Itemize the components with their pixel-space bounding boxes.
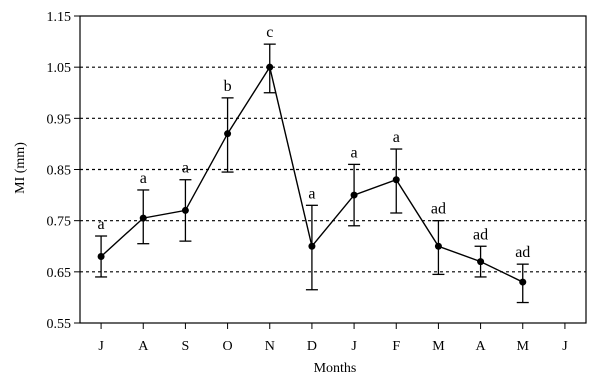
significance-labels: a a a b c a a a ad ad ad (98, 24, 531, 261)
y-tick-label: 1.15 (47, 10, 72, 25)
significance-label: a (351, 144, 358, 161)
x-tick-label: J (98, 339, 104, 354)
x-tick-label: A (138, 339, 149, 354)
data-point (97, 252, 105, 260)
y-tick-label: 0.95 (47, 112, 72, 127)
x-tick-label: O (223, 339, 233, 354)
data-point (181, 206, 189, 214)
error-bars (95, 43, 529, 304)
y-tick-label: 0.55 (47, 317, 72, 332)
significance-label: a (140, 170, 147, 187)
data-point (308, 242, 316, 250)
x-tick-label: D (307, 339, 317, 354)
y-tick-label: 0.85 (47, 164, 72, 179)
x-tick-label: N (265, 339, 275, 354)
x-tick-label: S (182, 339, 190, 354)
significance-label: a (182, 160, 189, 177)
grid-lines (80, 66, 586, 273)
x-tick-label: A (476, 339, 487, 354)
x-tick-label: M (432, 339, 445, 354)
significance-label: c (266, 24, 273, 41)
significance-label: ad (515, 244, 530, 261)
data-point (434, 242, 442, 250)
y-axis-label: MI (mm) (13, 142, 28, 194)
data-point (224, 130, 232, 138)
y-tick-label: 0.75 (47, 215, 72, 230)
x-axis-label: Months (314, 361, 357, 376)
significance-label: a (393, 129, 400, 146)
significance-label: a (98, 216, 105, 233)
data-point (477, 258, 485, 266)
data-point (519, 278, 527, 286)
x-tick-label: J (562, 339, 568, 354)
significance-label: ad (473, 226, 488, 243)
data-point (350, 191, 358, 199)
y-tick-label: 1.05 (47, 61, 72, 76)
significance-label: ad (431, 201, 446, 218)
significance-label: b (224, 78, 232, 95)
data-series (97, 63, 527, 286)
x-tick-label: F (392, 339, 400, 354)
y-tick-label: 0.65 (47, 266, 72, 281)
data-point (266, 63, 274, 71)
significance-label: a (308, 185, 315, 202)
y-axis-ticks: 0.55 0.65 0.75 0.85 0.95 1.05 1.15 (47, 10, 80, 332)
data-point (392, 176, 400, 184)
data-point (139, 214, 147, 222)
x-tick-label: M (517, 339, 530, 354)
x-tick-label: J (351, 339, 357, 354)
